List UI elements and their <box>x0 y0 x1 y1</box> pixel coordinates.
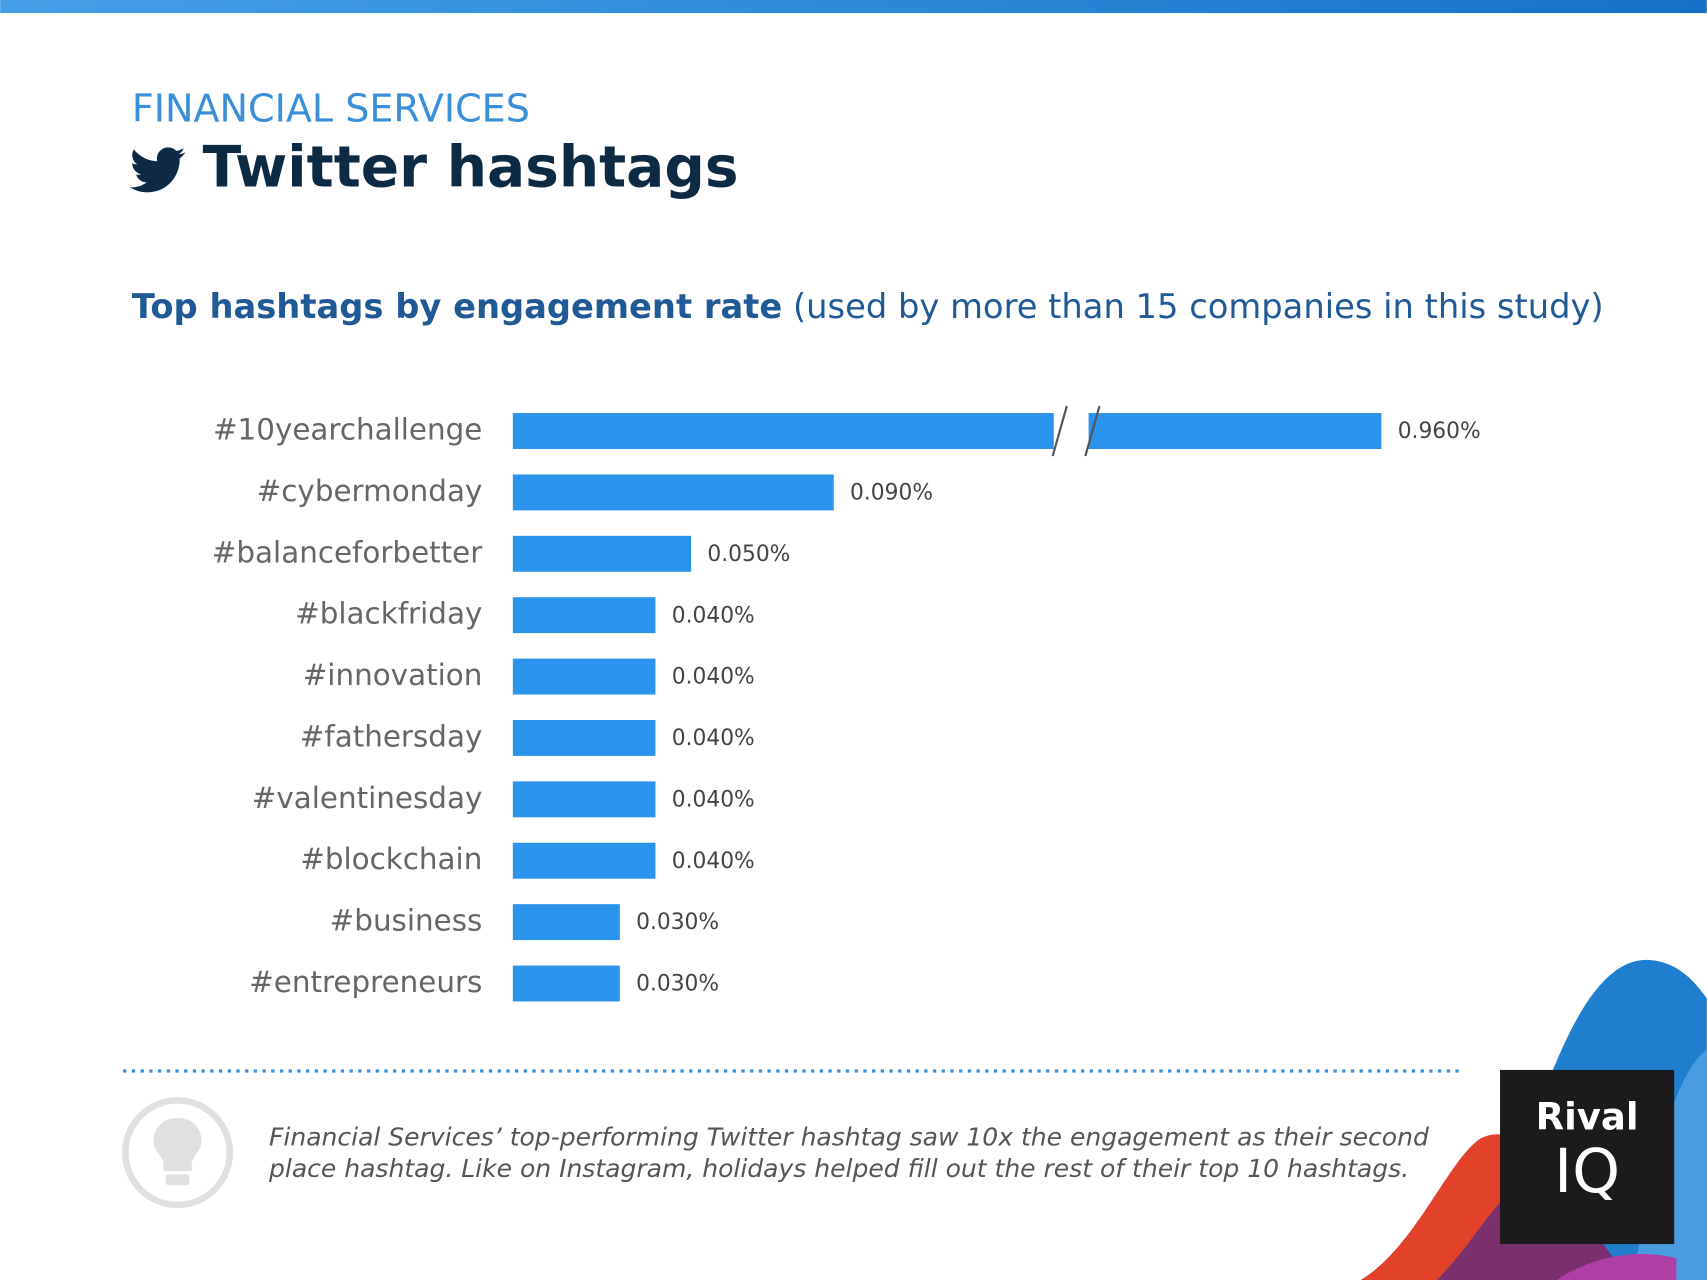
axis-break <box>1051 405 1068 457</box>
value-label: 0.960% <box>1398 419 1481 444</box>
bar <box>512 474 834 511</box>
value-label: 0.040% <box>672 726 755 751</box>
logo-text: IQ <box>1554 1136 1620 1207</box>
category-label: #innovation <box>303 658 483 692</box>
value-label: 0.040% <box>672 849 755 874</box>
category-label: #fathersday <box>300 719 483 753</box>
value-label: 0.030% <box>636 910 719 935</box>
page-title: Twitter hashtags <box>203 135 739 201</box>
category-label: #10yearchallenge <box>213 413 482 447</box>
bar <box>1088 413 1382 449</box>
bar <box>512 965 620 1002</box>
logo-box <box>1500 1069 1675 1245</box>
note-line: place hashtag. Like on Instagram, holida… <box>268 1154 1409 1183</box>
bar <box>512 658 656 695</box>
bar <box>512 842 656 879</box>
category-label: #balanceforbetter <box>212 535 483 569</box>
chart-title: Top hashtags by engagement rate (used by… <box>132 287 1604 326</box>
axis-break <box>1084 405 1101 457</box>
category-label: #blockchain <box>300 842 482 876</box>
category-label: #valentinesday <box>252 781 483 815</box>
bar <box>512 720 656 756</box>
bar <box>512 535 692 572</box>
bar <box>512 904 620 941</box>
value-label: 0.040% <box>672 787 755 812</box>
plot: #10yearchallenge 0.960% #cybermonday 0.090%… <box>212 405 1481 1002</box>
value-label: 0.040% <box>672 603 755 628</box>
bar <box>512 597 656 634</box>
value-label: 0.050% <box>707 542 790 567</box>
category-label: #blackfriday <box>295 597 482 631</box>
category-label: #business <box>330 904 483 938</box>
twitter-icon <box>129 147 186 193</box>
value-label: 0.090% <box>850 480 933 505</box>
logo-text: Rival <box>1536 1095 1639 1138</box>
bar <box>512 781 656 818</box>
note-line: Financial Services’ top-performing Twitt… <box>269 1123 1429 1152</box>
bar <box>512 413 1054 449</box>
category-label: #cybermonday <box>257 474 483 508</box>
lightbulb-icon <box>122 1097 234 1209</box>
value-label: 0.030% <box>636 972 719 997</box>
top-band <box>0 0 1707 14</box>
kicker: FINANCIAL SERVICES <box>132 87 530 131</box>
chart-title-bold: Top hashtags by engagement rate <box>132 287 782 326</box>
value-label: 0.040% <box>672 665 755 690</box>
category-label: #entrepreneurs <box>249 965 482 999</box>
chart-title-rest: (used by more than 15 companies in this … <box>793 287 1604 326</box>
